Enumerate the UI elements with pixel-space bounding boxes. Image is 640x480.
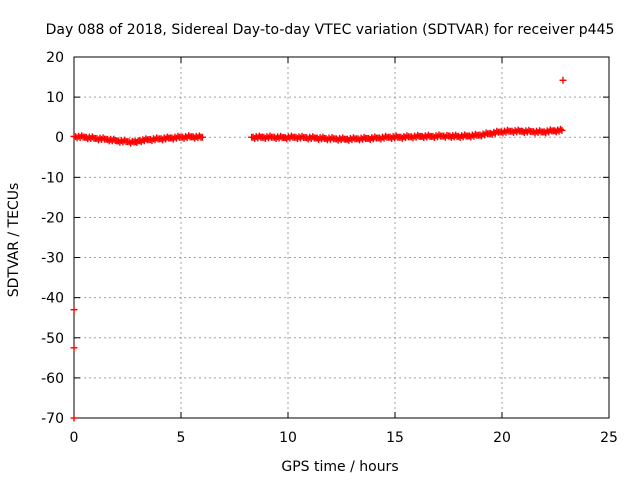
data-point-run: [455, 131, 470, 142]
x-axis-label: GPS time / hours: [281, 459, 398, 475]
data-point: [70, 344, 78, 352]
y-tick-label: -70: [41, 411, 64, 427]
data-point-run: [249, 132, 265, 142]
data-point-run: [82, 133, 98, 143]
data-points: [70, 76, 567, 422]
data-point-run: [375, 132, 391, 143]
x-tick-label: 5: [177, 430, 186, 446]
data-point-run: [146, 134, 162, 145]
x-tick-label: 25: [600, 430, 618, 446]
data-point-run: [354, 133, 370, 144]
data-point-run: [397, 132, 412, 142]
data-point-run: [333, 134, 348, 144]
y-tick-label: -20: [41, 210, 64, 226]
y-tick-label: -50: [41, 331, 64, 347]
data-point-run: [136, 135, 151, 146]
x-tick-label: 20: [493, 430, 511, 446]
data-point: [558, 126, 566, 134]
plot-frame: [73, 56, 610, 419]
x-tick-label: 15: [386, 430, 404, 446]
x-tick-label: 0: [70, 430, 79, 446]
data-point-run: [179, 132, 194, 142]
data-point: [198, 133, 206, 141]
x-tick-label: 10: [279, 430, 297, 446]
y-tick-label: -40: [41, 291, 64, 307]
y-tick-label: 10: [46, 90, 64, 106]
y-tick-label: -60: [41, 371, 64, 387]
data-point-run: [281, 132, 297, 143]
data-point: [70, 414, 78, 422]
y-tick-label: 0: [55, 130, 64, 146]
data-point: [70, 306, 78, 314]
y-tick-label: -10: [41, 170, 64, 186]
grid-lines: [74, 57, 609, 418]
y-tick-label: -30: [41, 251, 64, 267]
axis-ticks: 0 5 10 15 20 25 20 10 0 -10 -20 -30 -40 -50 -60 -70: [41, 50, 618, 446]
data-point: [559, 76, 567, 84]
data-point-run: [313, 133, 327, 143]
chart-title: Day 088 of 2018, Sidereal Day-to-day VTE…: [46, 22, 615, 38]
y-axis-label: SDTVAR / TECUs: [6, 183, 22, 298]
y-tick-label: 20: [46, 50, 64, 66]
data-point-run: [271, 132, 286, 143]
